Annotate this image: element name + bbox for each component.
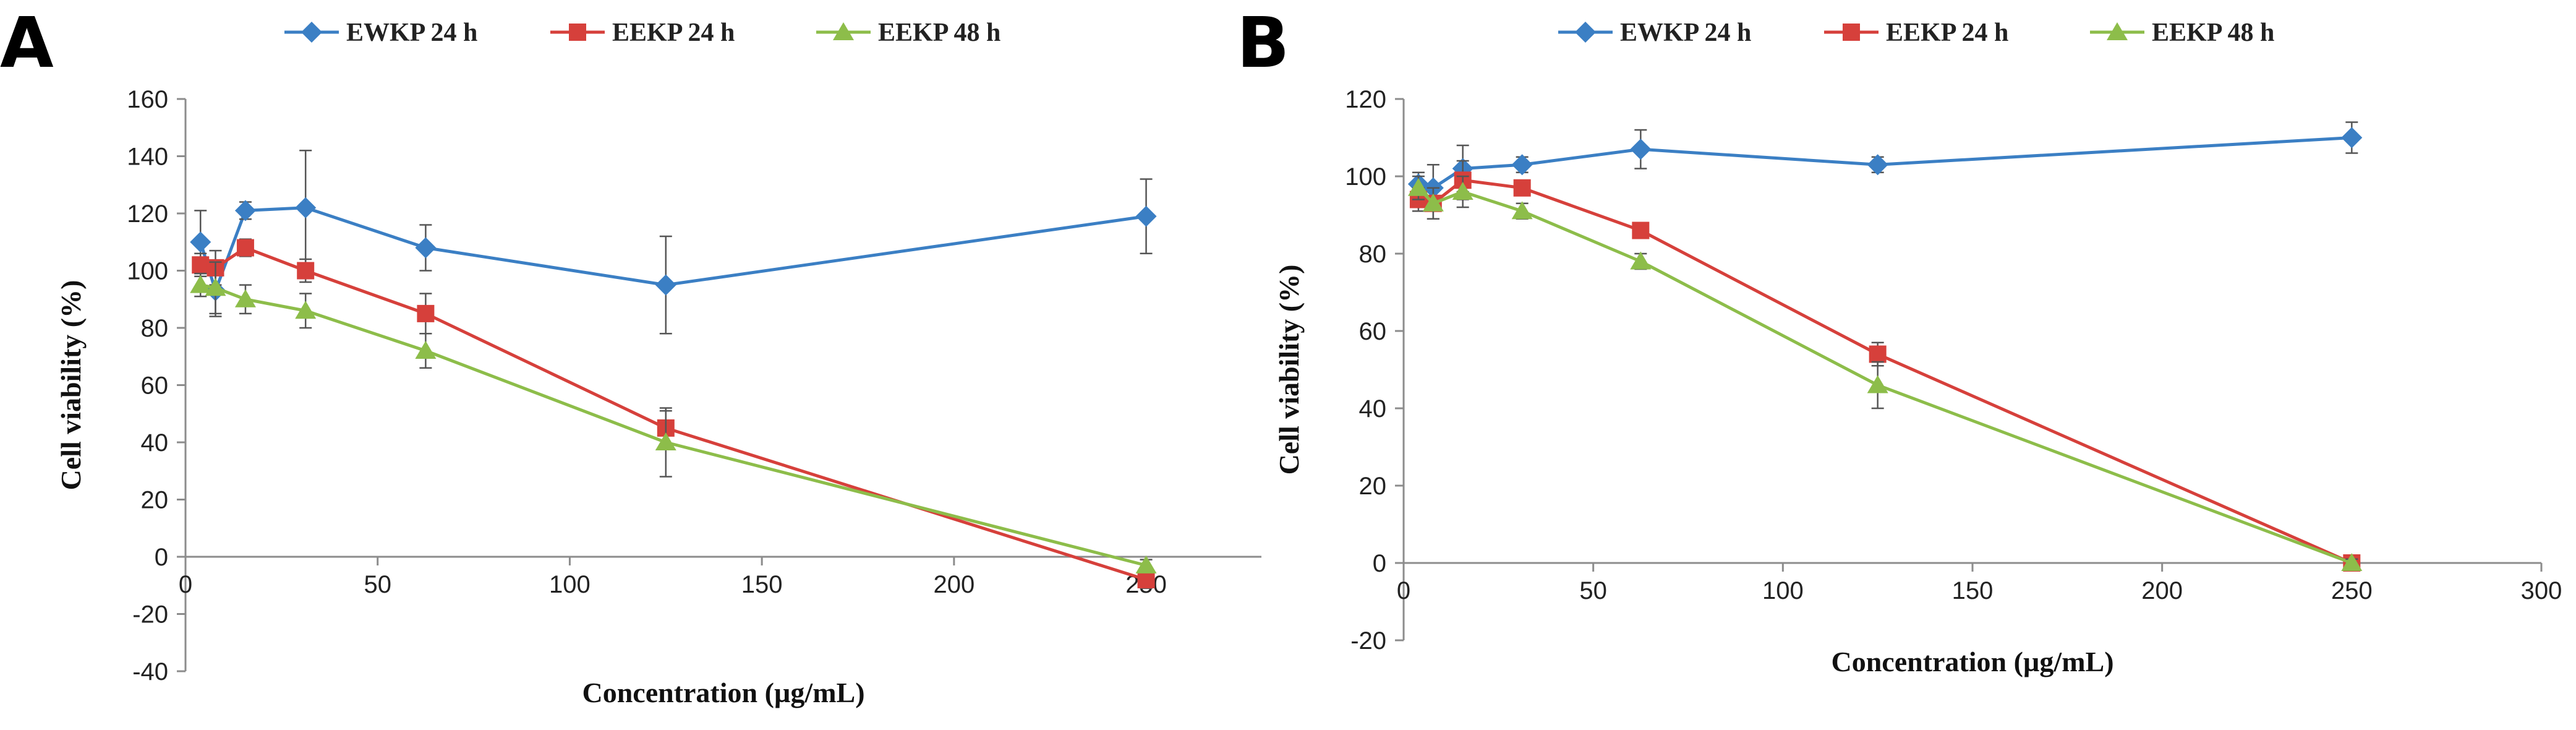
y-tick-label: 40 [141, 429, 169, 457]
data-point [2341, 127, 2363, 148]
y-tick-label: 20 [1359, 473, 1387, 500]
y-tick-label: 20 [141, 487, 169, 514]
data-point [417, 304, 435, 322]
y-tick-label: 120 [1345, 86, 1386, 113]
y-tick-label: 140 [127, 144, 168, 171]
x-tick-label: 100 [1762, 577, 1804, 604]
series-line [1418, 178, 2353, 565]
data-point [1137, 571, 1155, 588]
data-point [190, 231, 211, 253]
data-point [1422, 193, 1444, 212]
data-point [1407, 178, 1429, 196]
y-tick-label: 40 [1359, 395, 1387, 423]
data-point [1511, 201, 1533, 220]
x-tick-label: 0 [1397, 577, 1410, 604]
y-tick-label: 100 [127, 258, 168, 285]
data-point [655, 274, 676, 296]
series-eekp-48-h [1407, 175, 2363, 571]
data-point [234, 200, 256, 221]
chart-panel-b: B EWKP 24 h EEKP 24 h EEKP 48 h -20 0 20 40 60 80… [1237, 3, 2562, 677]
data-point [1632, 221, 1650, 239]
data-point [1867, 154, 1888, 176]
data-point [2341, 553, 2363, 571]
y-tick-label: -40 [132, 658, 168, 685]
data-point [1630, 251, 1652, 270]
data-point [205, 278, 226, 296]
data-point [297, 262, 315, 280]
legend-marker [301, 22, 322, 43]
data-point [1452, 182, 1474, 200]
legend-label: EEKP 48 h [878, 19, 1000, 47]
data-point [1513, 179, 1531, 197]
data-point [415, 341, 437, 359]
y-axis-title: Cell viability (%) [1273, 265, 1305, 475]
data-point [1867, 375, 1888, 393]
series-eekp-48-h [190, 261, 1157, 573]
y-tick-label: 100 [1345, 163, 1386, 191]
legend-marker [569, 24, 586, 41]
x-tick-label: 100 [549, 571, 591, 598]
panel-label-a: A [0, 3, 54, 84]
panel-label-b: B [1237, 3, 1289, 84]
legend-label: EEKP 48 h [2152, 19, 2274, 47]
legend-marker [2107, 22, 2128, 40]
y-tick-label: -20 [132, 601, 168, 629]
y-axis-title: Cell viability (%) [55, 280, 87, 491]
legend-entry-3: EEKP 48 h [2090, 19, 2274, 47]
data-point [236, 239, 254, 257]
data-point [1511, 154, 1533, 176]
legend-entry-2: EEKP 24 h [550, 19, 735, 47]
data-point [234, 289, 256, 307]
y-tick-label: 80 [141, 315, 169, 342]
y-tick-label: -20 [1350, 627, 1386, 655]
x-tick-label: 0 [179, 571, 192, 598]
y-tick-label: 0 [1373, 550, 1386, 577]
legend-label: EWKP 24 h [1620, 19, 1751, 47]
series-line [1417, 187, 2353, 565]
data-point [415, 237, 437, 259]
data-point [1630, 139, 1652, 160]
legend-label: EWKP 24 h [346, 19, 477, 47]
legend-entry-2: EEKP 24 h [1824, 19, 2008, 47]
data-point [655, 432, 676, 450]
x-tick-label: 200 [2141, 577, 2183, 604]
legend-entry-3: EEKP 48 h [816, 19, 1000, 47]
x-tick-label: 150 [1952, 577, 1994, 604]
series-eekp-24-h [192, 238, 1155, 590]
y-tick-label: 60 [141, 372, 169, 400]
y-tick-label: 0 [155, 544, 168, 571]
data-point [1135, 555, 1157, 573]
legend-entry-1: EWKP 24 h [284, 19, 477, 47]
x-tick-label: 200 [933, 571, 975, 598]
legend-marker [833, 22, 854, 40]
x-axis-title: Concentration (µg/mL) [582, 677, 864, 708]
chart-panel-a: A EWKP 24 h EEKP 24 h EEKP 48 h -40 -20 0 20 40 6… [0, 3, 1261, 708]
legend-entry-1: EWKP 24 h [1558, 19, 1751, 47]
data-point [190, 275, 211, 293]
series-line [198, 206, 1146, 293]
x-tick-label: 50 [364, 571, 391, 598]
x-axis-title: Concentration (µg/mL) [1831, 646, 2113, 677]
series-ewkp-24-h [190, 150, 1157, 335]
legend-label: EEKP 24 h [1886, 19, 2008, 47]
data-point [295, 197, 317, 218]
x-tick-label: 250 [2331, 577, 2373, 604]
y-tick-label: 160 [127, 86, 168, 113]
legend-marker [1575, 22, 1596, 43]
x-tick-label: 300 [2521, 577, 2562, 604]
x-tick-label: 150 [741, 571, 783, 598]
y-tick-label: 80 [1359, 241, 1387, 268]
y-tick-label: 120 [127, 200, 168, 228]
data-point [192, 256, 210, 274]
legend-marker [1843, 24, 1860, 41]
data-point [1869, 345, 1887, 363]
legend-label: EEKP 24 h [612, 19, 735, 47]
data-point [1135, 205, 1157, 227]
x-tick-label: 50 [1579, 577, 1607, 604]
data-point [295, 301, 317, 319]
y-tick-label: 60 [1359, 318, 1387, 345]
